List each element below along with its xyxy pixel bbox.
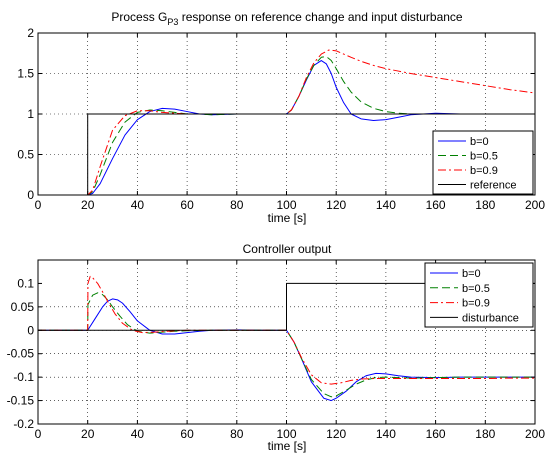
bottom-x-tick-label: 20 (81, 427, 95, 441)
bottom-series-line-disturbance (38, 282, 535, 331)
top-x-tick-label: 180 (475, 198, 495, 212)
top-x-axis-label: time [s] (268, 211, 307, 225)
bottom-y-tick-label: 0.05 (11, 300, 35, 314)
top-legend-label: reference (470, 180, 516, 192)
bottom-x-tick-label: 100 (276, 427, 296, 441)
top-x-tick-label: 140 (376, 198, 396, 212)
bottom-x-tick-label: 60 (180, 427, 194, 441)
top-chart-title: Process GP3 response on reference change… (111, 10, 463, 27)
bottom-x-tick-label: 160 (426, 427, 446, 441)
bottom-x-tick-label: 80 (230, 427, 244, 441)
bottom-legend-box (424, 262, 534, 328)
top-y-tick-label: 0.5 (17, 148, 34, 162)
bottom-legend-label: disturbance (462, 312, 519, 324)
top-x-tick-label: 160 (426, 198, 446, 212)
top-x-tick-label: 100 (276, 198, 296, 212)
top-x-tick-label: 200 (525, 198, 545, 212)
top-y-tick-label: 1 (27, 107, 34, 121)
top-x-tick-label: 60 (180, 198, 194, 212)
top-x-tick-label: 80 (230, 198, 244, 212)
bottom-legend-label: b=0.9 (462, 298, 490, 310)
top-ticks: 0 20 40 60 80 100 120 140 160 180 200 0 0.5 1 1.5 2 (17, 26, 545, 212)
bottom-legend: b=0 b=0.5 b=0.9 disturbance (424, 262, 534, 328)
top-legend: b=0 b=0.5 b=0.9 reference (432, 130, 534, 195)
top-chart-title-subscript: P3 (167, 17, 178, 27)
bottom-y-tick-label: -0.2 (13, 417, 34, 431)
bottom-legend-label: b=0 (462, 268, 481, 280)
bottom-ticks: 0 20 40 60 80 100 120 140 160 180 200 -0.2 -0.15 -0.1… (7, 260, 545, 441)
top-y-tick-label: 1.5 (17, 67, 34, 81)
bottom-y-tick-label: -0.05 (7, 347, 35, 361)
bottom-chart: Controller output 0 20 40 60 80 100 120 140 160 1… (7, 242, 546, 453)
top-x-tick-label: 40 (131, 198, 145, 212)
top-x-tick-label: 120 (326, 198, 346, 212)
bottom-x-tick-label: 200 (525, 427, 545, 441)
top-legend-label: b=0.5 (470, 151, 498, 163)
top-legend-label: b=0 (470, 136, 489, 148)
bottom-series (38, 275, 535, 402)
bottom-series-line-b-0-5 (38, 292, 535, 398)
bottom-legend-label: b=0.5 (462, 283, 490, 295)
top-legend-label: b=0.9 (470, 165, 498, 177)
bottom-y-tick-label: -0.15 (7, 394, 35, 408)
top-x-tick-label: 0 (35, 198, 42, 212)
top-x-tick-label: 20 (81, 198, 95, 212)
top-y-tick-label: 0 (27, 188, 34, 202)
bottom-x-tick-label: 40 (131, 427, 145, 441)
bottom-x-axis-label: time [s] (268, 439, 307, 453)
bottom-y-tick-label: -0.1 (13, 370, 34, 384)
bottom-chart-title: Controller output (243, 242, 332, 256)
top-series-line-b-0-9 (38, 49, 536, 196)
top-series-line-b-0-5 (38, 55, 535, 196)
top-chart: Process GP3 response on reference change… (17, 10, 545, 225)
bottom-y-tick-label: 0.1 (17, 276, 34, 290)
bottom-x-tick-label: 140 (376, 427, 396, 441)
bottom-y-tick-label: 0 (27, 323, 34, 337)
bottom-x-tick-label: 0 (35, 427, 42, 441)
top-y-tick-label: 2 (27, 26, 34, 40)
bottom-x-tick-label: 180 (475, 427, 495, 441)
bottom-x-tick-label: 120 (326, 427, 346, 441)
